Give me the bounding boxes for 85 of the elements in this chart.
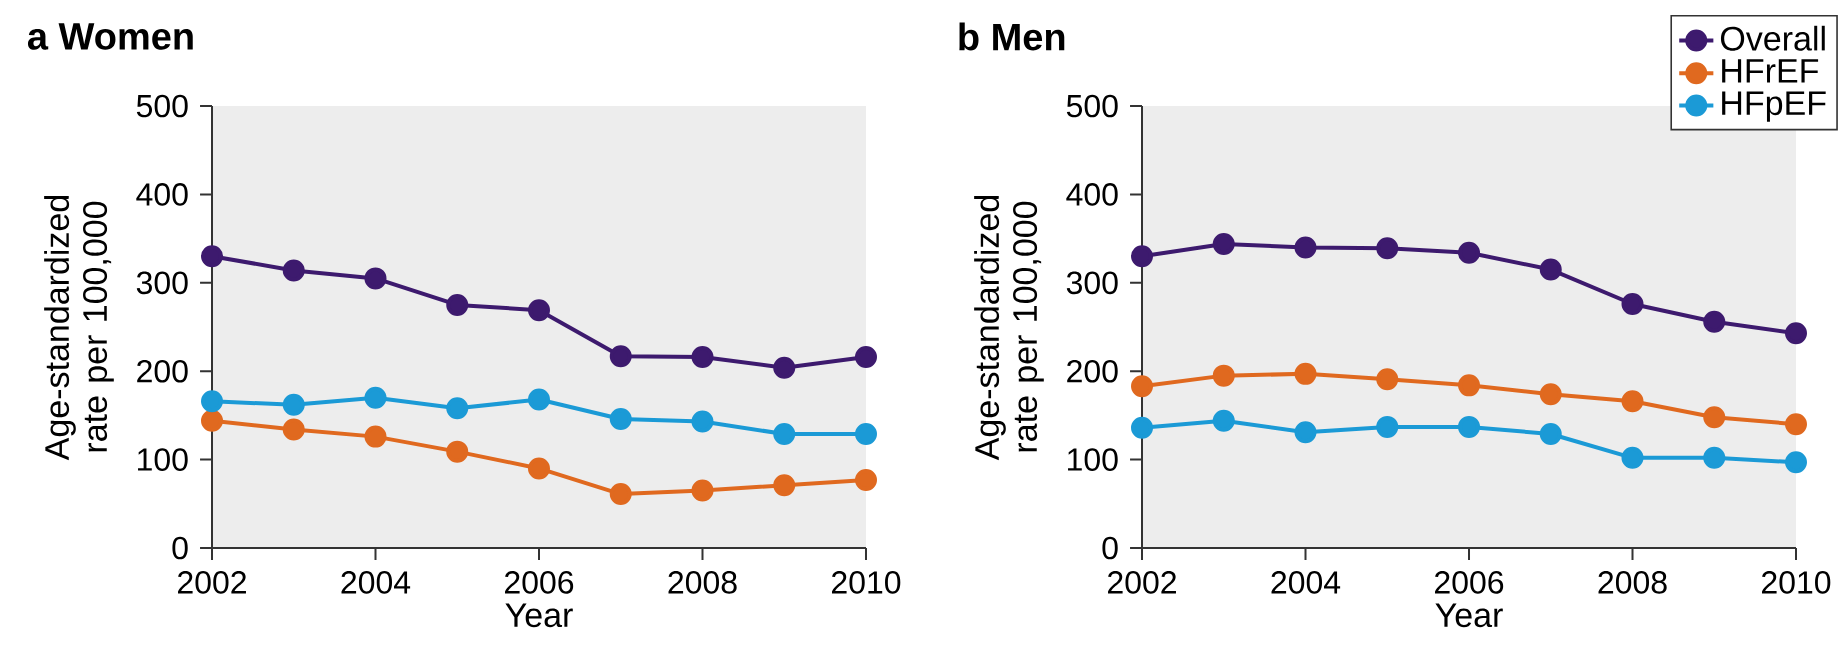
chart-title: a Women	[27, 23, 193, 50]
y-tick-label: 100	[138, 448, 188, 471]
point	[1621, 390, 1644, 413]
point	[1621, 446, 1644, 469]
x-tick-label: 2010	[1762, 571, 1831, 594]
point	[364, 267, 387, 290]
point	[773, 422, 796, 445]
y-axis-title: Age-standardized rate per 100,000	[974, 195, 1044, 461]
point	[446, 440, 469, 463]
point	[691, 479, 714, 502]
y-tick-label: 400	[1066, 183, 1118, 206]
x-axis-title: Year	[1435, 603, 1503, 628]
y-tick-label: 0	[172, 536, 188, 560]
point	[1703, 446, 1726, 469]
chart-title: b Men	[959, 22, 1065, 51]
point	[282, 418, 305, 441]
x-axis-title: Year	[505, 603, 573, 628]
point	[282, 393, 305, 416]
y-tick-label: 400	[136, 183, 188, 206]
point	[1539, 422, 1562, 445]
x-tick-label: 2006	[1435, 571, 1504, 594]
x-tick-label: 2006	[505, 571, 574, 594]
y-tick-label: 200	[137, 359, 188, 383]
point	[446, 293, 469, 316]
point	[609, 483, 632, 506]
point	[1703, 406, 1726, 429]
y-tick-label: 0	[1102, 536, 1118, 560]
point	[528, 299, 550, 322]
point	[1294, 421, 1317, 444]
y-tick-label: 500	[1066, 94, 1118, 118]
x-tick-label: 2004	[341, 571, 411, 594]
x-tick-label: 2002	[178, 571, 246, 594]
point	[1539, 383, 1562, 406]
y-tick-label: 500	[136, 94, 188, 118]
point	[282, 259, 305, 282]
point	[1785, 322, 1807, 345]
x-tick-label: 2002	[1108, 571, 1176, 594]
point	[1131, 245, 1154, 268]
x-tick-label: 2008	[1598, 571, 1667, 594]
legend-label: HFrEF	[1722, 59, 1819, 83]
point	[1376, 415, 1399, 438]
point	[1785, 413, 1807, 436]
point	[1212, 364, 1235, 387]
point	[1376, 237, 1399, 260]
y-tick-label: 200	[1067, 359, 1118, 383]
point	[1458, 374, 1480, 397]
point	[691, 410, 714, 433]
legend-label: HFpEF	[1722, 91, 1826, 122]
point	[1539, 258, 1562, 281]
point	[773, 474, 796, 497]
point	[691, 346, 714, 369]
point	[446, 397, 469, 420]
point	[1621, 293, 1644, 316]
point	[528, 388, 550, 411]
point	[1376, 368, 1399, 391]
point	[1131, 416, 1154, 439]
point	[609, 345, 632, 368]
point	[364, 425, 387, 448]
point	[854, 468, 877, 491]
point	[854, 422, 877, 445]
point	[1458, 415, 1480, 438]
point	[1294, 236, 1317, 259]
point	[1212, 409, 1235, 432]
y-tick-label: 100	[1068, 448, 1118, 471]
point	[364, 386, 387, 409]
point	[1131, 375, 1154, 398]
point	[1212, 232, 1235, 255]
point	[609, 407, 632, 430]
point	[1294, 362, 1317, 385]
point	[201, 245, 223, 268]
point	[1703, 310, 1726, 333]
point	[528, 457, 550, 480]
x-tick-label: 2008	[668, 571, 737, 594]
point	[1785, 451, 1807, 474]
legend-label: Overall	[1720, 25, 1825, 51]
point	[201, 390, 223, 413]
point	[201, 409, 223, 432]
y-tick-label: 300	[1066, 271, 1118, 295]
x-tick-label: 2010	[832, 571, 901, 594]
y-tick-label: 300	[136, 271, 188, 295]
y-axis-title: Age-standardized rate per 100,000	[44, 195, 114, 461]
point	[854, 346, 877, 369]
point	[1458, 241, 1480, 264]
x-tick-label: 2004	[1271, 571, 1341, 594]
point	[773, 356, 796, 379]
